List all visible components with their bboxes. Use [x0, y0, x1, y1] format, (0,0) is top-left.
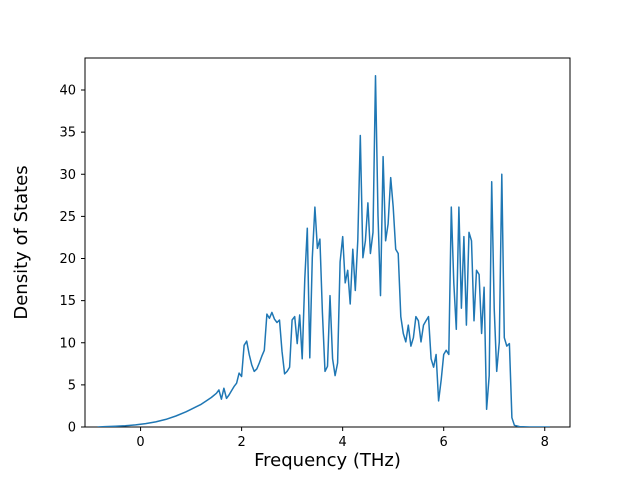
y-tick-label: 25 — [59, 210, 76, 225]
x-tick-label: 8 — [541, 435, 549, 450]
y-tick-label: 5 — [68, 378, 76, 393]
y-tick-label: 30 — [59, 168, 76, 183]
x-axis-label: Frequency (THz) — [254, 450, 401, 471]
x-axis-ticks: 0 2 4 6 8 — [136, 427, 549, 450]
x-tick-label: 0 — [136, 435, 144, 450]
y-axis-ticks: 0 5 10 15 20 25 30 35 40 — [59, 84, 85, 436]
y-axis-label: Density of States — [11, 165, 32, 319]
y-tick-label: 40 — [59, 84, 76, 99]
plot-area — [84, 57, 571, 428]
y-tick-label: 10 — [59, 336, 76, 351]
x-tick-label: 4 — [339, 435, 347, 450]
x-tick-label: 2 — [237, 435, 245, 450]
x-tick-label: 6 — [440, 435, 448, 450]
y-tick-label: 35 — [59, 126, 76, 141]
y-tick-label: 0 — [68, 421, 76, 436]
y-tick-label: 15 — [59, 294, 76, 309]
y-tick-label: 20 — [59, 252, 76, 267]
dos-line — [97, 74, 550, 427]
